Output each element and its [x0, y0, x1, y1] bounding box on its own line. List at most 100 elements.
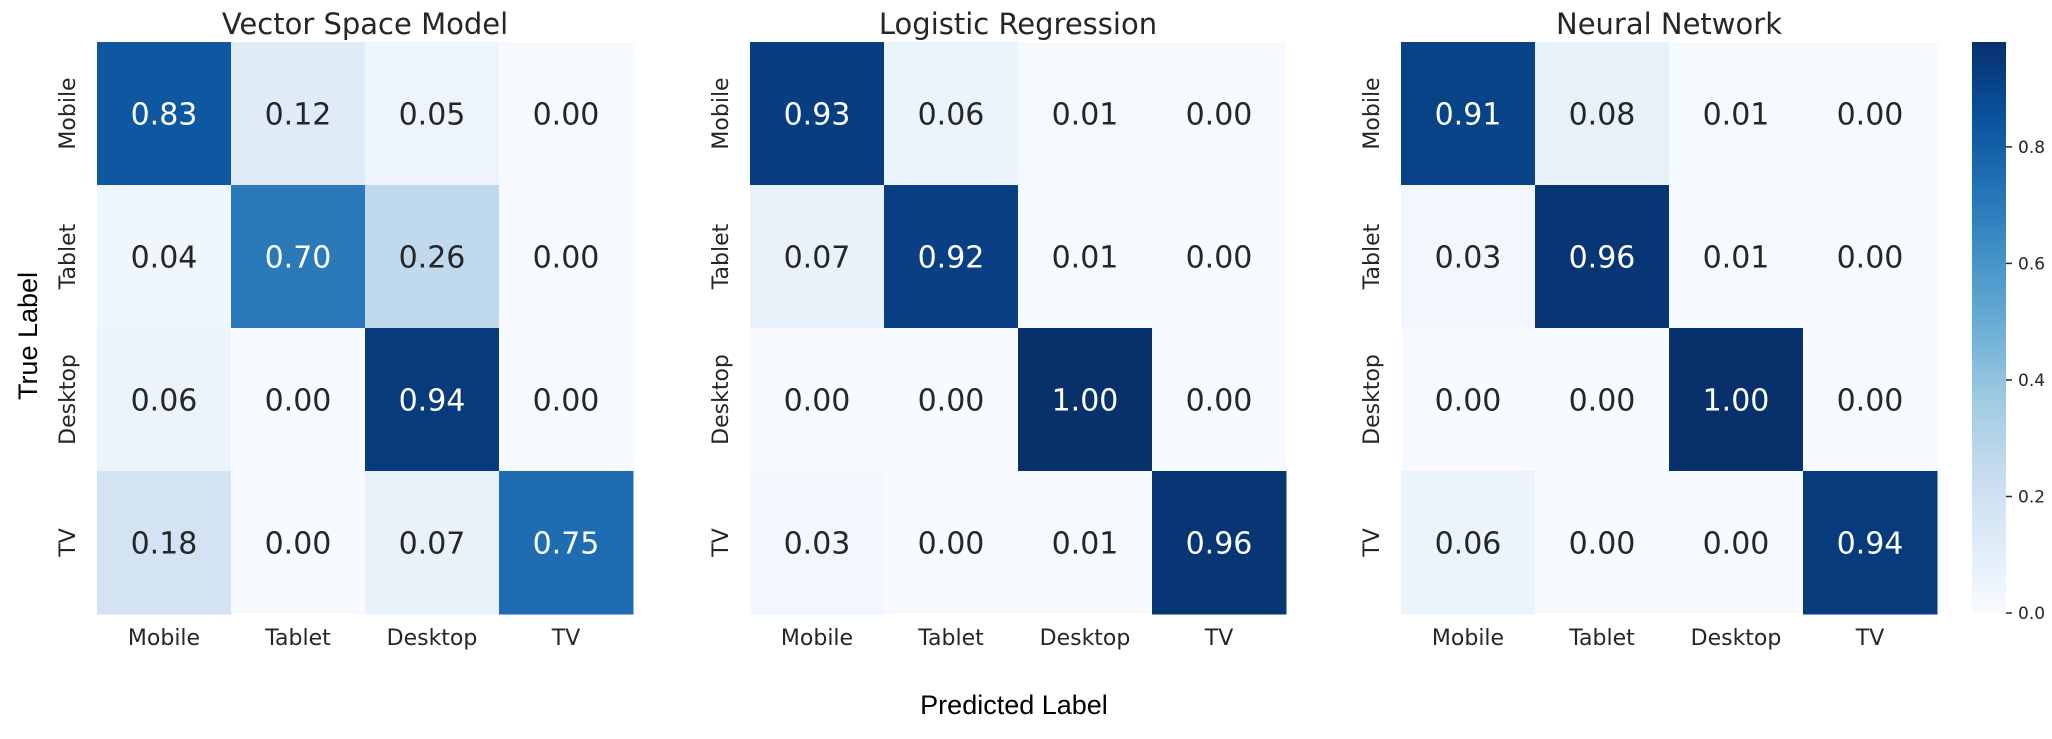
heatmap-panel: Vector Space Model 0.83 0.12 0.05 0.00 0.04 0.…: [56, 7, 634, 651]
y-tick-label: Mobile: [709, 77, 734, 149]
heatmap-cell: [884, 42, 1019, 186]
heatmap-cell: [1018, 471, 1153, 615]
cell-value-label: 0.06: [131, 384, 198, 419]
cell-value-label: 0.00: [1837, 98, 1904, 133]
x-tick-label: TV: [1855, 626, 1885, 651]
cell-value-label: 0.70: [265, 241, 332, 276]
heatmap-cell: [499, 42, 634, 186]
heatmap-cell: [1018, 328, 1153, 472]
colorbar-tick-label: 0.0: [2018, 604, 2045, 624]
cell-value-label: 0.75: [533, 527, 600, 562]
y-tick-label: Tablet: [709, 223, 734, 290]
cell-value-label: 0.03: [784, 527, 851, 562]
cell-value-label: 0.96: [1186, 527, 1253, 562]
colorbar-tick-label: 0.4: [2018, 371, 2045, 391]
cell-value-label: 0.03: [1435, 241, 1502, 276]
heatmap-cell: [750, 185, 885, 329]
y-tick-label: TV: [1360, 528, 1385, 558]
heatmap-cell: [1669, 185, 1804, 329]
heatmap-cell: [97, 42, 232, 186]
cell-value-label: 0.00: [1186, 241, 1253, 276]
x-tick-label: TV: [1204, 626, 1234, 651]
cell-value-label: 0.00: [1837, 384, 1904, 419]
panel-title: Vector Space Model: [222, 7, 508, 41]
cell-value-label: 0.06: [918, 98, 985, 133]
heatmap-cell: [1535, 42, 1670, 186]
cell-value-label: 0.00: [918, 384, 985, 419]
heatmap-cell: [365, 471, 500, 615]
heatmap-cell: [1401, 185, 1536, 329]
cell-value-label: 0.01: [1703, 241, 1770, 276]
y-tick-label: Tablet: [56, 223, 81, 290]
y-tick-label: Mobile: [56, 77, 81, 149]
cell-value-label: 0.00: [1186, 98, 1253, 133]
cell-value-label: 0.93: [784, 98, 851, 133]
x-tick-label: Mobile: [781, 626, 853, 651]
y-tick-label: Desktop: [709, 354, 734, 445]
panel-title: Logistic Regression: [879, 7, 1157, 41]
cell-value-label: 0.00: [1435, 384, 1502, 419]
heatmap-cell: [1535, 471, 1670, 615]
colorbar-tick-label: 0.8: [2018, 138, 2045, 158]
heatmap-cell: [1803, 42, 1938, 186]
cell-value-label: 1.00: [1052, 384, 1119, 419]
heatmap-cell: [97, 471, 232, 615]
heatmap-cell: [1401, 328, 1536, 472]
heatmap-cell: [499, 328, 634, 472]
heatmap-cell: [231, 42, 366, 186]
cell-value-label: 0.00: [918, 527, 985, 562]
y-tick-label: TV: [709, 528, 734, 558]
heatmap-cell: [1803, 471, 1938, 615]
cell-value-label: 0.00: [265, 527, 332, 562]
cell-value-label: 0.00: [1703, 527, 1770, 562]
x-tick-label: Tablet: [1568, 626, 1635, 651]
x-tick-label: Desktop: [387, 626, 478, 651]
cell-value-label: 0.00: [533, 241, 600, 276]
heatmap-cell: [884, 471, 1019, 615]
heatmap-cell: [1803, 328, 1938, 472]
cell-value-label: 0.00: [1186, 384, 1253, 419]
heatmap-cell: [1152, 185, 1287, 329]
cell-value-label: 0.05: [399, 98, 466, 133]
colorbar: 0.0 0.2 0.4 0.6 0.8: [1972, 42, 2045, 624]
heatmap-cell: [499, 185, 634, 329]
x-tick-label: Mobile: [1432, 626, 1504, 651]
heatmap-cell: [365, 185, 500, 329]
colorbar-ticks: 0.0 0.2 0.4 0.6 0.8: [2006, 138, 2045, 624]
heatmap-cell: [1669, 328, 1804, 472]
cell-value-label: 0.96: [1569, 241, 1636, 276]
heatmap-cell: [1535, 185, 1670, 329]
heatmap-cell: [1152, 471, 1287, 615]
cell-value-label: 0.00: [533, 384, 600, 419]
colorbar-tick-label: 0.2: [2018, 487, 2045, 507]
cell-value-label: 0.18: [131, 527, 198, 562]
cell-value-label: 0.91: [1435, 98, 1502, 133]
x-tick-label: Desktop: [1691, 626, 1782, 651]
y-tick-label: Tablet: [1360, 223, 1385, 290]
colorbar-tick-label: 0.6: [2018, 254, 2045, 274]
heatmap-cell: [750, 471, 885, 615]
cell-value-label: 0.07: [784, 241, 851, 276]
colorbar-gradient: [1972, 42, 2006, 613]
y-tick-label: Mobile: [1360, 77, 1385, 149]
y-tick-label: Desktop: [1360, 354, 1385, 445]
heatmap-cell: [884, 185, 1019, 329]
cell-value-label: 0.00: [265, 384, 332, 419]
heatmap-cell: [231, 185, 366, 329]
figure-ylabel: True Label: [13, 272, 43, 400]
cell-value-label: 0.06: [1435, 527, 1502, 562]
heatmap-panel: Logistic Regression 0.93 0.06 0.01 0.00 0.07 0…: [709, 7, 1287, 651]
cell-value-label: 0.00: [533, 98, 600, 133]
cell-value-label: 0.26: [399, 241, 466, 276]
heatmap-cell: [365, 328, 500, 472]
cell-value-label: 0.00: [1569, 527, 1636, 562]
heatmap-panel: Neural Network 0.91 0.08 0.01 0.00 0.03 0.96 0.…: [1360, 7, 1938, 651]
cell-value-label: 0.00: [1569, 384, 1636, 419]
x-tick-label: Desktop: [1040, 626, 1131, 651]
x-tick-label: Tablet: [917, 626, 984, 651]
cell-value-label: 0.01: [1703, 98, 1770, 133]
heatmap-cell: [884, 328, 1019, 472]
heatmap-cell: [1803, 185, 1938, 329]
cell-value-label: 0.00: [1837, 241, 1904, 276]
